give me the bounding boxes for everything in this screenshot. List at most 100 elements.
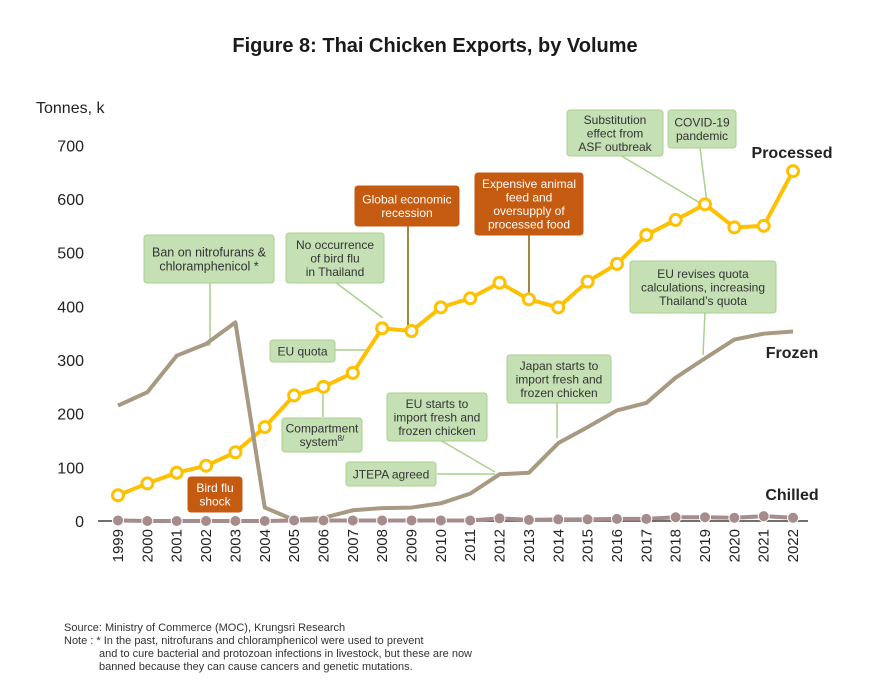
data-point-processed (551, 300, 566, 315)
x-tick-label: 2020 (726, 529, 743, 562)
x-tick-label: 2007 (345, 529, 362, 562)
x-tick-label: 2022 (785, 529, 802, 562)
x-tick-label: 2015 (580, 529, 597, 562)
data-point-processed (786, 164, 801, 179)
annotation-box (667, 109, 737, 149)
data-point-processed (199, 458, 214, 473)
annotation-text: COVID-19 (674, 116, 730, 130)
y-tick-label: 300 (57, 353, 84, 370)
annotation-text: Japan starts to (520, 359, 599, 373)
annotation-text: system8/ (300, 434, 345, 449)
x-tick-label: 2003 (227, 529, 244, 562)
annotation-text: frozen chicken (398, 424, 475, 438)
data-point-chilled (640, 512, 653, 525)
connector-eu-revise (702, 311, 706, 356)
x-tick-label: 2002 (198, 529, 215, 562)
annotation-text: Substitution (584, 113, 647, 127)
data-point-chilled (493, 512, 506, 525)
data-point-chilled (170, 515, 183, 527)
data-point-processed (375, 321, 390, 336)
data-point-processed (463, 291, 478, 306)
data-point-chilled (405, 514, 418, 527)
annotation-box (629, 260, 777, 314)
data-point-processed (169, 465, 184, 480)
annotation-text: recession (381, 206, 432, 220)
data-point-processed (727, 220, 742, 235)
source-note: Source: Ministry of Commerce (MOC), Krun… (64, 622, 346, 634)
annotation-box (474, 172, 584, 236)
data-point-processed (492, 275, 507, 290)
annotation-box (566, 109, 664, 157)
data-point-chilled (522, 513, 535, 526)
y-tick-label: 500 (57, 246, 84, 263)
data-point-processed (345, 365, 360, 380)
data-point-processed (521, 292, 536, 307)
x-tick-label: 2009 (404, 529, 421, 562)
annotation-box (354, 185, 460, 227)
annotation-text: frozen chicken (520, 386, 597, 400)
data-point-chilled (581, 513, 594, 526)
y-tick-label: 200 (57, 407, 84, 424)
annotation-text: processed food (488, 218, 570, 232)
data-point-chilled (728, 511, 741, 524)
x-tick-label: 2016 (609, 529, 626, 562)
annotation-box (281, 417, 363, 453)
y-tick-label: 400 (57, 299, 84, 316)
connector-eu-starts (439, 439, 496, 473)
annotation-box (506, 354, 612, 404)
data-point-processed (639, 227, 654, 242)
footnote-line-2: and to cure bacterial and protozoan infe… (99, 648, 473, 660)
x-tick-label: 2000 (139, 529, 156, 562)
data-point-chilled (288, 514, 301, 527)
annotation-text: in Thailand (306, 265, 365, 279)
y-axis-label: Tonnes, k (36, 100, 105, 117)
data-point-processed (698, 197, 712, 212)
data-point-processed (756, 218, 771, 233)
data-point-chilled (141, 515, 154, 527)
data-point-chilled (610, 512, 623, 525)
data-point-chilled (464, 514, 477, 527)
data-point-chilled (434, 514, 447, 527)
data-point-processed (228, 445, 243, 460)
annotation-text: feed and (506, 191, 553, 205)
connector-no-bird-flu (334, 281, 384, 319)
annotation-text: oversupply of (493, 204, 565, 218)
annotation-text: EU quota (277, 344, 327, 358)
data-point-processed (111, 488, 125, 503)
annotation-text: EU revises quota (657, 267, 749, 281)
y-tick-label: 700 (57, 138, 84, 155)
data-point-chilled (346, 514, 359, 527)
x-tick-label: 2012 (492, 529, 509, 562)
x-tick-label: 2004 (257, 529, 274, 562)
annotation-box (285, 232, 385, 284)
data-point-chilled (699, 511, 711, 524)
data-point-processed (580, 274, 595, 289)
data-point-chilled (112, 514, 124, 527)
data-point-processed (668, 212, 683, 227)
y-tick-label: 600 (57, 192, 84, 209)
x-tick-label: 2010 (433, 529, 450, 562)
connector-asf (619, 154, 701, 204)
y-tick-label: 0 (75, 514, 84, 531)
data-point-processed (609, 256, 624, 271)
data-point-processed (404, 324, 419, 339)
annotation-text: Global economic (362, 193, 451, 207)
data-point-processed (257, 420, 272, 435)
annotation-text: ASF outbreak (578, 140, 652, 154)
x-tick-label: 1999 (110, 529, 127, 562)
annotation-box (386, 392, 488, 442)
annotation-text: Bird flu (196, 481, 233, 495)
footnote-line-3: banned because they can cause cancers an… (99, 661, 413, 673)
annotation-text: No occurrence (296, 238, 374, 252)
annotation-text: import fresh and (394, 410, 481, 424)
x-tick-label: 2001 (169, 529, 186, 562)
data-point-chilled (317, 514, 330, 527)
data-point-processed (287, 388, 302, 403)
annotation-text: Ban on nitrofurans & (152, 246, 267, 260)
annotation-text: pandemic (676, 129, 728, 143)
annotation-box (345, 461, 437, 487)
annotation-box (269, 339, 336, 363)
annotation-text: shock (199, 495, 231, 509)
chart: Figure 8: Thai Chicken Exports, by Volum… (36, 35, 832, 562)
annotation-text: Compartment (286, 422, 359, 436)
